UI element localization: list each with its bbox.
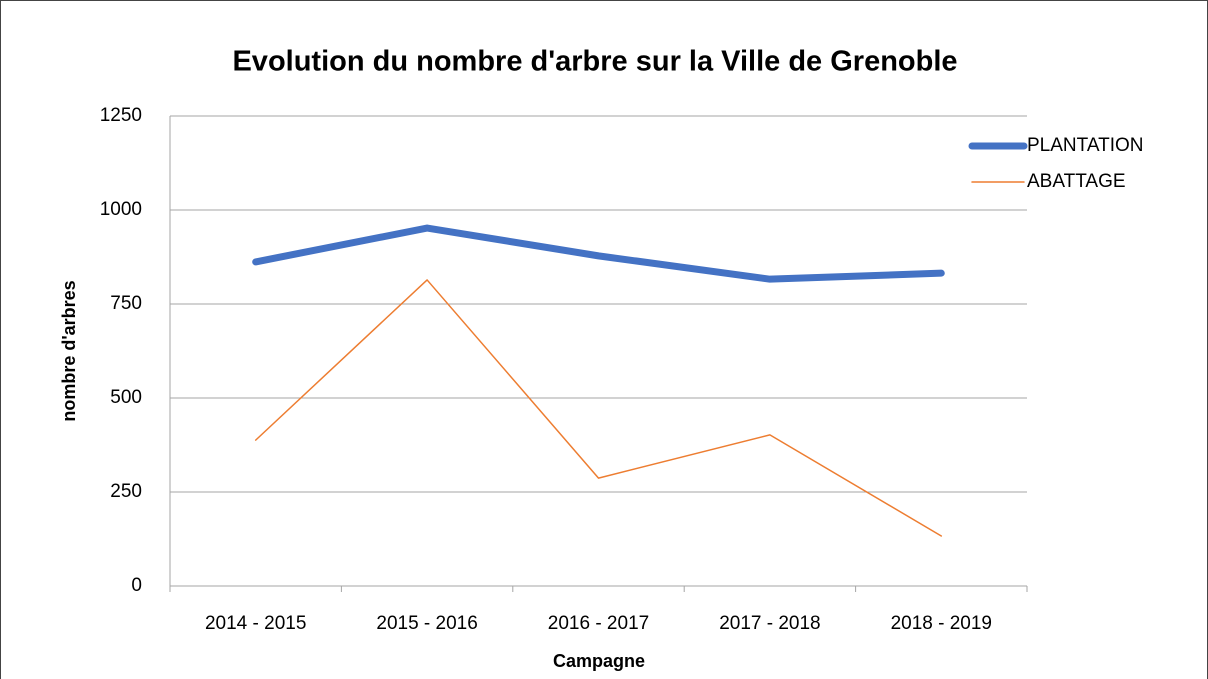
legend-label: PLANTATION xyxy=(1027,135,1143,156)
series-line xyxy=(252,224,945,283)
x-tick-label: 2017 - 2018 xyxy=(719,613,820,634)
y-tick-label: 750 xyxy=(110,293,142,314)
y-tick-label: 1000 xyxy=(100,199,142,220)
series-line xyxy=(254,279,943,537)
y-tick-label: 0 xyxy=(131,575,142,596)
y-tick-label: 250 xyxy=(110,481,142,502)
y-tick-label: 500 xyxy=(110,387,142,408)
x-tick-label: 2014 - 2015 xyxy=(205,613,306,634)
x-axis-label: Campagne xyxy=(553,651,645,671)
x-tick-label: 2015 - 2016 xyxy=(376,613,477,634)
chart-title: Evolution du nombre d'arbre sur la Ville… xyxy=(232,46,957,78)
legend-label: ABATTAGE xyxy=(1027,171,1126,192)
y-tick-label: 1250 xyxy=(100,105,142,126)
x-tick-label: 2018 - 2019 xyxy=(891,613,992,634)
x-tick-label: 2016 - 2017 xyxy=(548,613,649,634)
y-axis-label: nombre d'arbres xyxy=(59,280,79,421)
